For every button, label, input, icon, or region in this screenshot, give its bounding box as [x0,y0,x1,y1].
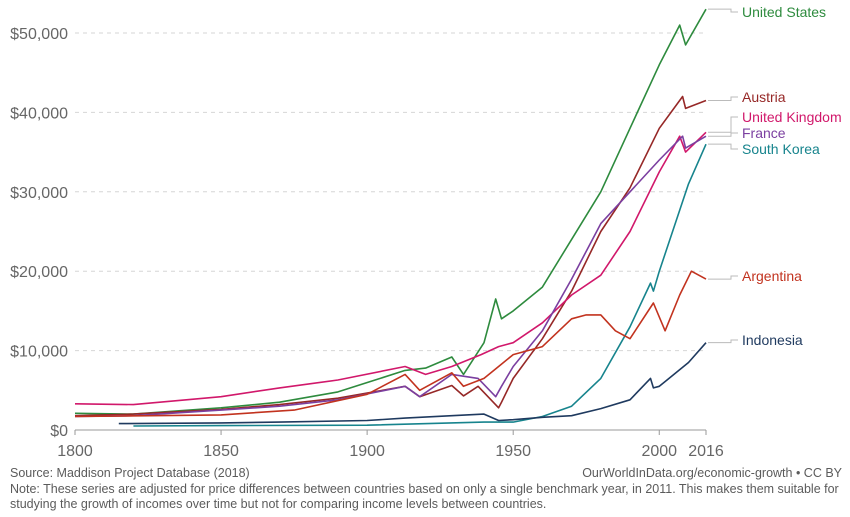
y-tick-label: $10,000 [10,344,68,361]
series-line-south-korea [133,143,707,427]
series-line-austria [74,95,707,417]
x-tick-label: 1850 [203,443,239,460]
series-label-indonesia: Indonesia [742,332,803,348]
label-connector [708,96,738,101]
y-tick-label: $30,000 [10,185,68,202]
y-tick-label: $40,000 [10,105,68,122]
series-line-united-kingdom [74,131,707,406]
gridlines [75,32,706,431]
x-tick-label: 1900 [349,443,385,460]
series-label-south-korea: South Korea [742,141,820,157]
label-connector [708,143,738,150]
label-connector [708,339,738,344]
series-label-united-kingdom: United Kingdom [742,109,842,125]
x-tick-label: 1800 [57,443,93,460]
footer-note: Note: These series are adjusted for pric… [10,482,839,511]
series-line-france [74,135,707,418]
series-lines [74,8,707,427]
label-connector [708,275,738,280]
series-line-argentina [74,270,707,418]
series-label-argentina: Argentina [742,268,802,284]
y-tick-label: $50,000 [10,26,68,43]
y-tick-label: $0 [50,423,68,440]
source-text: Source: Maddison Project Database (2018) [10,466,250,480]
label-connector [708,116,738,133]
series-line-united-states [74,8,707,415]
x-tick-label: 2016 [688,443,724,460]
x-tick-label: 2000 [641,443,677,460]
label-connector [708,132,738,137]
y-tick-label: $20,000 [10,264,68,281]
series-label-united-states: United States [742,4,826,20]
y-axis-ticks: $0 $10,000 $20,000 $30,000 $40,000 $50,000 [10,26,68,440]
footer-source-row: Source: Maddison Project Database (2018)… [10,466,842,481]
credit-link[interactable]: OurWorldInData.org/economic-growth • CC … [582,466,842,480]
line-chart: $0 $10,000 $20,000 $30,000 $40,000 $50,000 18… [10,4,842,460]
series-label-france: France [742,125,786,141]
series-label-austria: Austria [742,89,786,105]
series-labels: United States Austria United KingdomFrance… [708,4,842,348]
series-line-indonesia [118,342,707,425]
x-tick-label: 1950 [495,443,531,460]
label-connector [708,8,738,13]
x-axis-ticks: 1800 1850 1900 1950 2000 2016 [57,430,724,460]
